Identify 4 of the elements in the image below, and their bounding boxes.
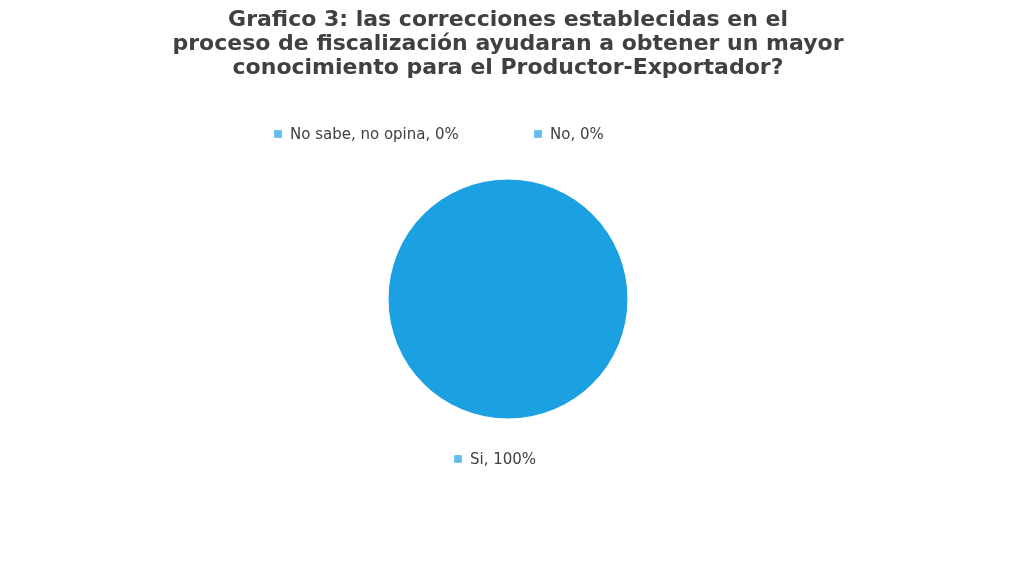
- chart-title: Grafico 3: las correcciones establecidas en el proceso de fiscalización ayudaran a obtener un mayor conocimiento para el Productor-Exportador?: [172, 6, 844, 79]
- legend-label: No, 0%: [550, 125, 604, 143]
- legend-label: Si, 100%: [470, 450, 537, 468]
- legend-label: No sabe, no opina, 0%: [290, 125, 459, 143]
